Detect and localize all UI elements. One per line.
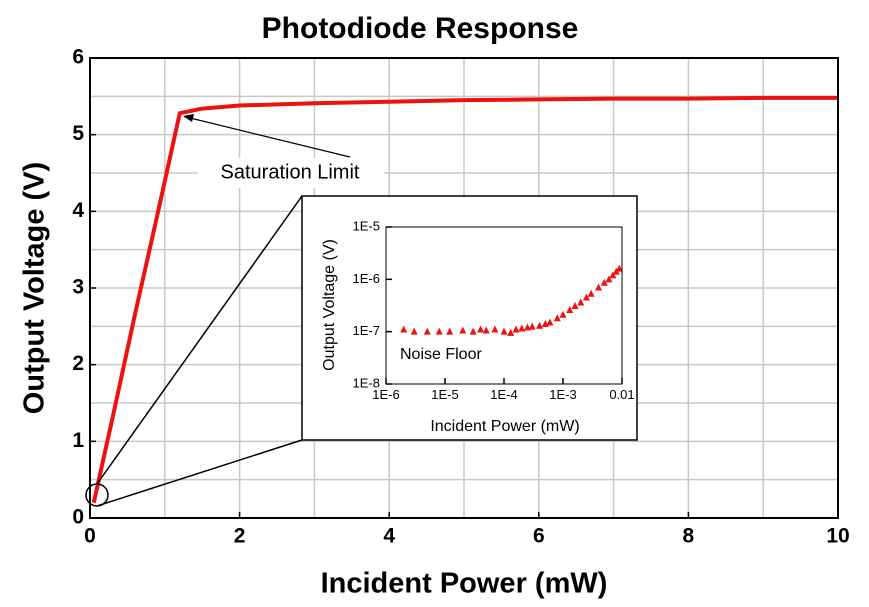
x-tick-label: 0.01	[609, 387, 634, 402]
data-point	[536, 321, 544, 329]
y-axis-label: Output Voltage (V)	[19, 162, 51, 414]
x-tick-label: 1E-3	[549, 387, 576, 402]
y-tick-label: 1E-6	[353, 271, 380, 286]
x-tick-label: 2	[234, 524, 246, 547]
inset-plot: 1E-6 1E-5 1E-4 1E-3 0.01 1E-8 1E-7 1E-6 1E-5	[353, 218, 635, 402]
x-tick-label: 1E-4	[490, 387, 517, 402]
data-point	[595, 283, 603, 291]
plot-frame	[89, 57, 839, 519]
data-line	[91, 95, 838, 504]
zoom-line	[96, 439, 303, 507]
inset-x-label: Incident Power (mW)	[430, 418, 579, 435]
data-point	[435, 327, 443, 335]
x-tick-label: 1E-5	[431, 387, 458, 402]
data-point	[477, 325, 485, 333]
inset-annotation: Noise Floor	[400, 346, 482, 363]
y-tick-label: 1E-5	[353, 218, 380, 233]
data-point	[410, 327, 418, 335]
arrow-head	[183, 114, 194, 122]
data-point	[571, 301, 579, 309]
data-point	[559, 310, 567, 318]
data-point	[615, 264, 623, 272]
data-point	[587, 289, 595, 297]
x-tick-label: 8	[683, 524, 695, 547]
data-point	[446, 327, 454, 335]
inset-box	[301, 195, 638, 441]
y-tick-label: 1E-8	[353, 375, 380, 390]
data-point	[469, 327, 477, 335]
data-point	[609, 271, 617, 279]
annotation: Saturation Limit	[221, 161, 360, 183]
chart-title: Photodiode Response	[262, 12, 579, 45]
y-tick-label: 2	[72, 352, 84, 375]
data-point	[605, 275, 613, 283]
y-tick-label: 1E-7	[353, 323, 380, 338]
data-point	[423, 327, 431, 335]
x-axis-label: Incident Power (mW)	[321, 568, 608, 600]
data-point	[566, 305, 574, 313]
data-point	[528, 322, 536, 330]
data-point	[600, 278, 608, 286]
y-tick-label: 4	[72, 199, 84, 222]
data-point	[546, 318, 554, 326]
data-point	[577, 298, 585, 306]
data-point	[400, 325, 408, 333]
y-tick-label: 3	[72, 276, 84, 299]
y-tick-label: 6	[72, 46, 84, 69]
inset-y-label: Output Voltage (V)	[321, 239, 338, 371]
data-point	[518, 324, 526, 332]
x-tick-label: 0	[84, 524, 96, 547]
data-point	[507, 328, 515, 336]
data-point	[459, 326, 467, 334]
y-tick-label: 0	[72, 506, 84, 529]
data-point	[482, 326, 490, 334]
data-point	[500, 327, 508, 335]
annotation-bg	[198, 158, 384, 188]
annotation-arrow	[185, 116, 351, 158]
y-tick-label: 1	[72, 429, 84, 452]
y-tick-label: 5	[72, 122, 84, 145]
x-tick-label: 1E-6	[372, 387, 399, 402]
zoom-line	[96, 195, 303, 485]
data-point	[491, 325, 499, 333]
data-point	[512, 325, 520, 333]
x-tick-label: 10	[826, 524, 849, 547]
plot-frame	[385, 226, 623, 385]
data-point	[582, 293, 590, 301]
x-tick-label: 6	[533, 524, 545, 547]
data-point	[553, 314, 561, 322]
x-tick-label: 4	[383, 524, 395, 547]
